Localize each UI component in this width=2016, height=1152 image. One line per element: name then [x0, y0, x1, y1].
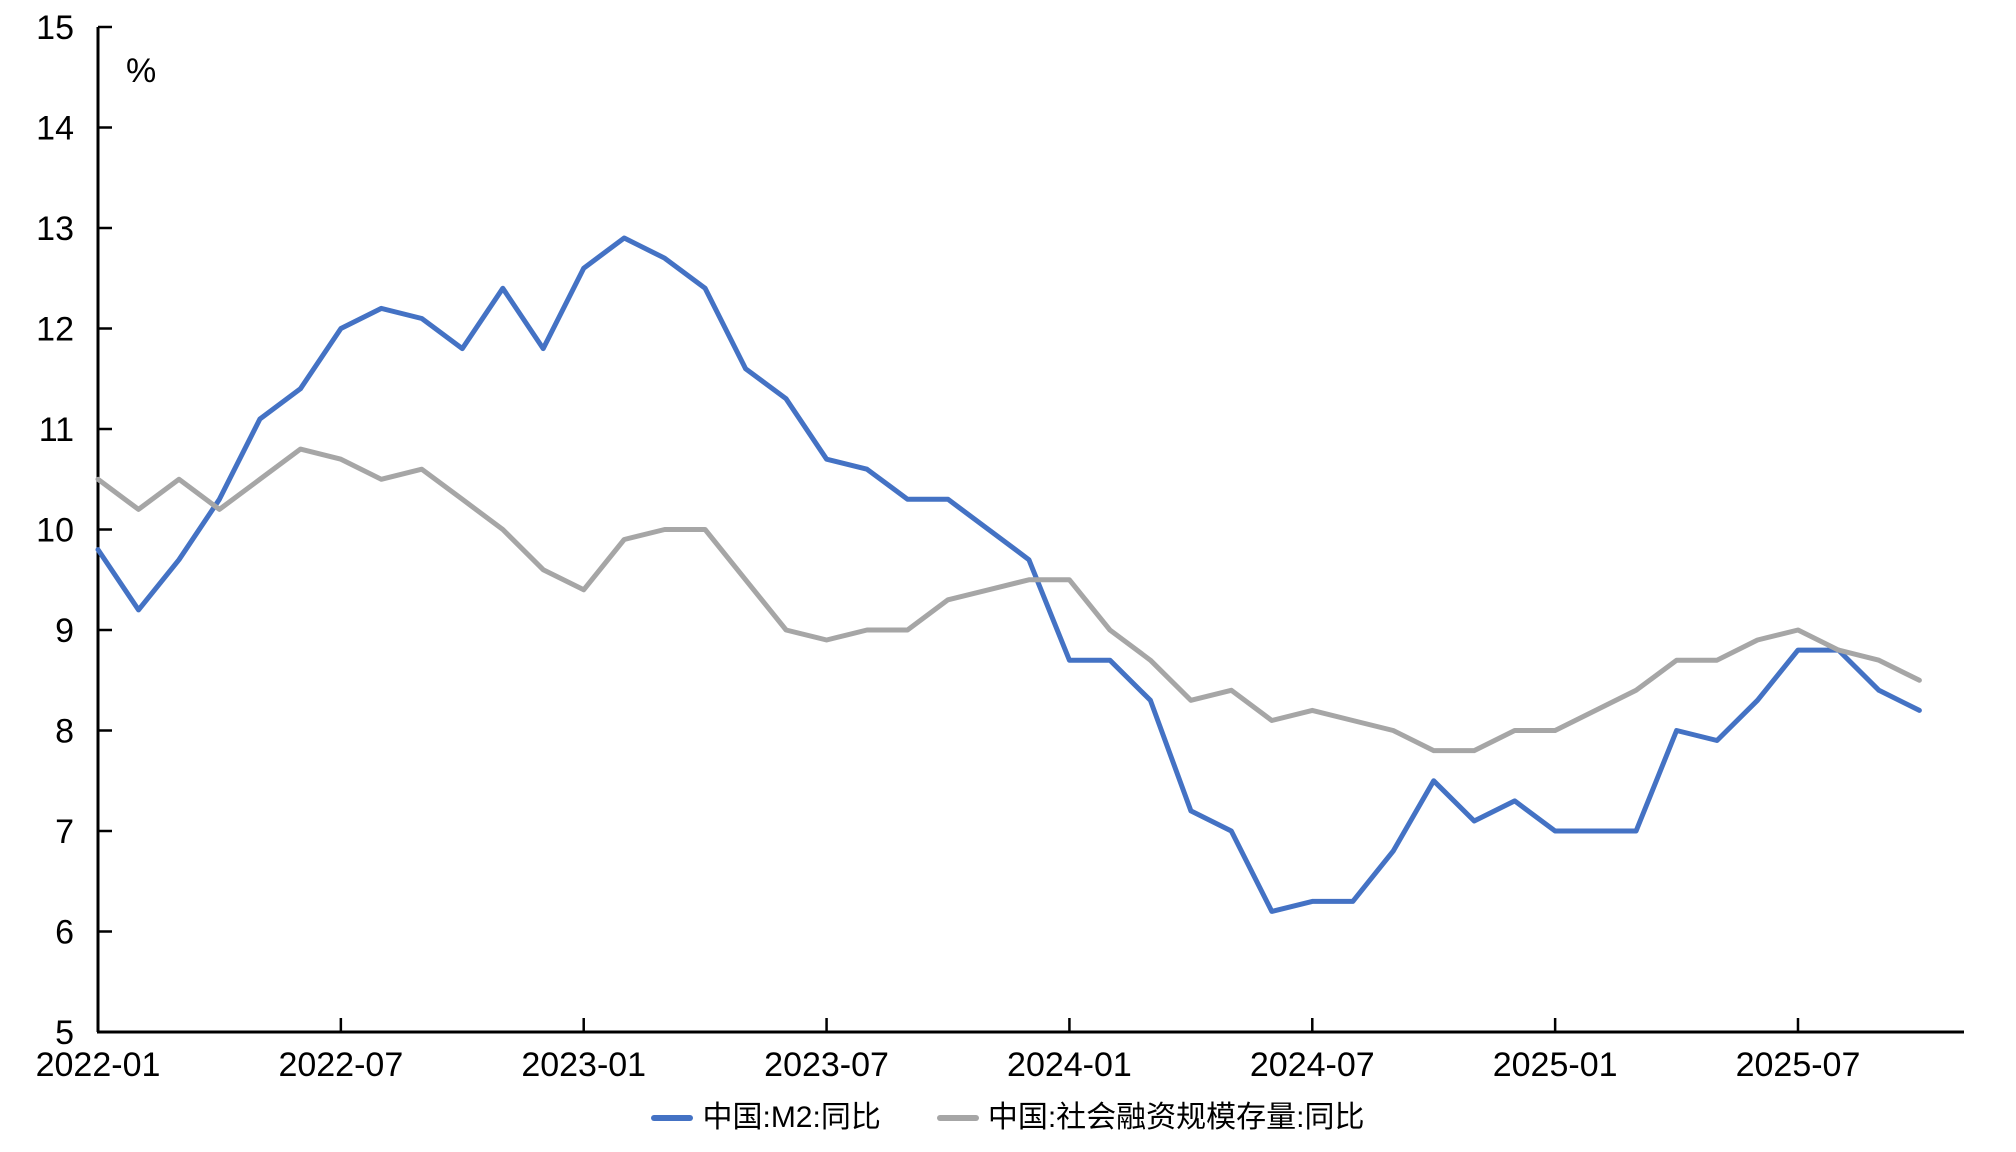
- y-tick-label: 10: [36, 512, 74, 550]
- y-tick-label: 13: [36, 210, 74, 248]
- y-tick-label: 7: [55, 813, 74, 851]
- legend-marker-tsf-line: [936, 1115, 979, 1121]
- x-tick-label: 2024-07: [1250, 1046, 1375, 1084]
- x-tick-label: 2025-07: [1736, 1046, 1861, 1084]
- series-line-tsf: [95, 446, 1922, 754]
- series-line-m2: [95, 235, 1922, 914]
- y-axis-unit-label: %: [126, 52, 157, 90]
- y-tick-label: 12: [36, 311, 74, 349]
- legend-item-m2: 中国:M2:同比: [651, 1101, 881, 1134]
- legend-marker-m2-line: [651, 1115, 694, 1121]
- legend-item-tsf: 中国:社会融资规模存量:同比: [936, 1101, 1365, 1134]
- y-tick-label: 8: [55, 713, 74, 751]
- x-tick-label: 2022-07: [278, 1046, 403, 1084]
- legend-label-m2: 中国:M2:同比: [702, 1101, 881, 1134]
- x-tick-label: 2023-01: [521, 1046, 646, 1084]
- x-tick-label: 2023-07: [764, 1046, 889, 1084]
- legend: 中国:M2:同比 中国:社会融资规模存量:同比: [0, 1094, 2016, 1142]
- x-tick-label: 2024-01: [1007, 1046, 1132, 1084]
- y-tick-label: 9: [55, 612, 74, 650]
- y-tick-label: 15: [36, 9, 74, 47]
- y-tick-label: 5: [55, 1014, 74, 1052]
- y-tick-label: 6: [55, 914, 74, 952]
- y-tick-label: 11: [39, 411, 74, 449]
- x-tick-label: 2025-01: [1493, 1046, 1618, 1084]
- y-tick-label: 14: [36, 110, 74, 148]
- legend-label-tsf: 中国:社会融资规模存量:同比: [987, 1101, 1365, 1134]
- x-tick-label: 2022-01: [36, 1046, 161, 1084]
